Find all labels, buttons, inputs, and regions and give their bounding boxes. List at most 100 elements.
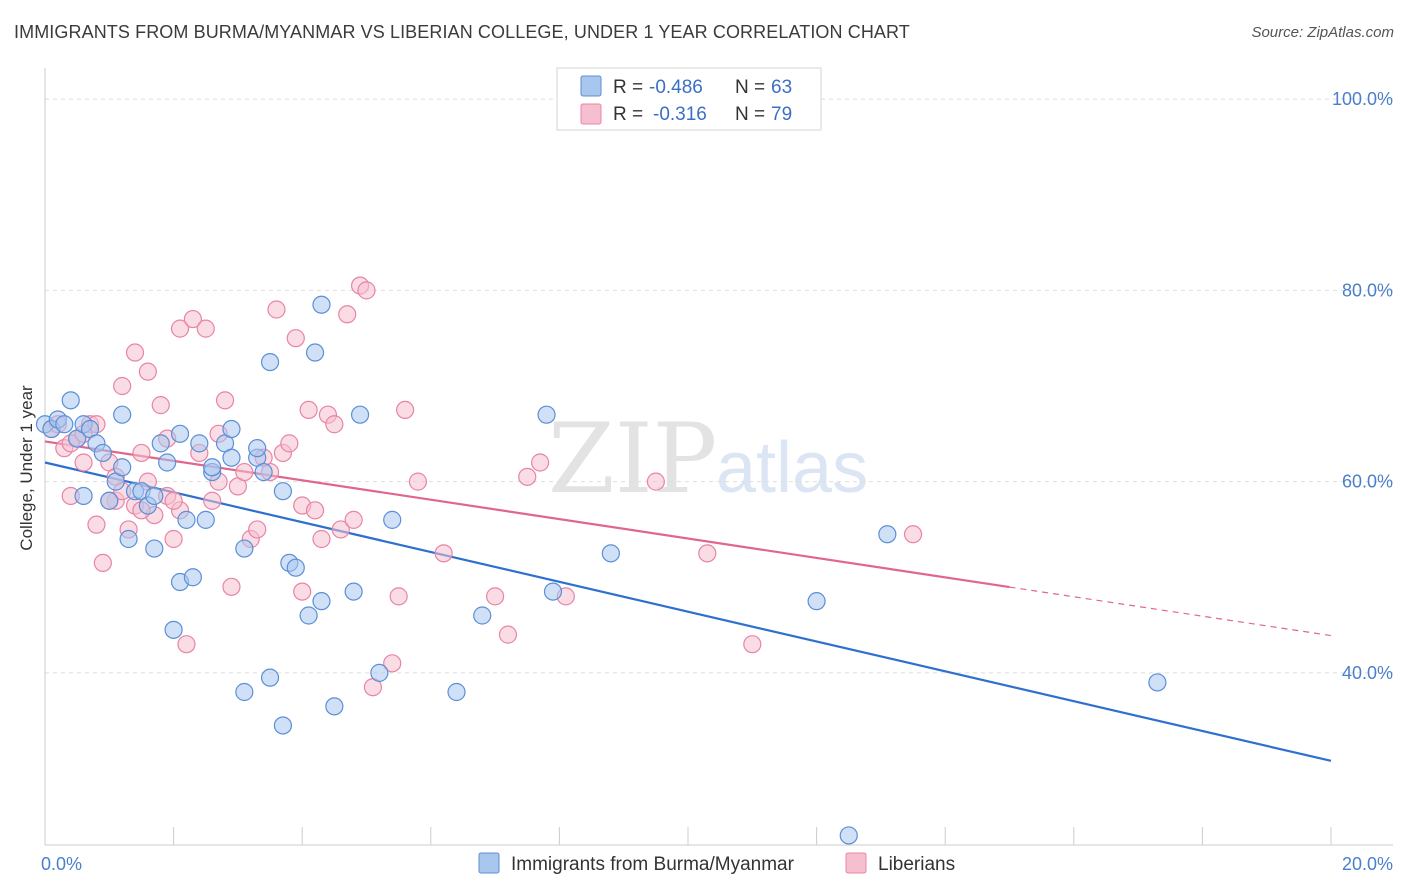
point-liberian-48	[312, 529, 331, 549]
point-liberian-71	[164, 491, 183, 510]
point-burma-49	[312, 592, 331, 611]
point-burma-51	[344, 582, 363, 601]
grid-lines	[45, 98, 1393, 674]
point-burma-22	[158, 453, 177, 472]
series-label-liberians: Liberians	[878, 854, 955, 875]
point-burma-10	[93, 443, 112, 463]
point-burma-19	[145, 486, 164, 506]
point-liberian-46	[299, 400, 318, 420]
legend-n-label-2: N =	[735, 104, 765, 125]
point-burma-47	[305, 343, 325, 362]
legend-n-label-1: N =	[735, 77, 765, 98]
point-burma-3	[55, 415, 74, 434]
y-tick-label-2: 80.0%	[1342, 280, 1393, 300]
point-burma-28	[190, 434, 209, 453]
point-liberian-59	[408, 472, 428, 491]
watermark-atlas: atlas	[716, 428, 868, 508]
point-burma-50	[325, 697, 344, 716]
point-liberian-61	[486, 587, 505, 606]
point-burma-4	[61, 391, 80, 410]
point-liberian-51	[331, 520, 350, 539]
legend-r-label-1: R =	[613, 77, 643, 98]
axes	[44, 68, 1393, 846]
y-tick-label-0: 40.0%	[1342, 663, 1393, 683]
y-tick-label-1: 60.0%	[1342, 472, 1393, 492]
point-liberian-44	[293, 582, 312, 601]
point-liberian-60	[434, 544, 453, 563]
point-burma-31	[203, 458, 222, 477]
point-burma-55	[447, 682, 466, 702]
point-burma-61	[878, 525, 897, 544]
point-burma-40	[260, 352, 280, 372]
point-liberian-62	[498, 625, 518, 644]
x-tick-label-0: 0.0%	[41, 854, 82, 874]
legend-n-value-1: 63	[771, 77, 792, 98]
point-burma-39	[254, 462, 273, 482]
data-points	[35, 276, 1167, 845]
point-liberian-31	[203, 491, 222, 510]
point-liberian-17	[132, 443, 151, 463]
legend-r-value-2: -0.316	[653, 104, 707, 125]
point-burma-62	[1148, 673, 1167, 692]
point-burma-43	[273, 716, 293, 735]
point-burma-53	[370, 663, 389, 682]
point-burma-36	[235, 682, 254, 702]
point-liberian-38	[248, 520, 267, 539]
point-liberian-21	[151, 396, 170, 415]
point-liberian-5	[74, 453, 93, 472]
point-burma-60	[807, 592, 826, 611]
point-liberian-15	[125, 343, 145, 362]
point-burma-7	[74, 486, 93, 506]
point-burma-54	[383, 510, 402, 529]
ticks: 40.0% 60.0% 80.0% 100.0% 0.0% 20.0%	[41, 89, 1393, 874]
legend-n-value-2: 79	[771, 104, 792, 125]
trend-line-burma	[44, 461, 1332, 762]
point-burma-13	[113, 458, 132, 477]
point-liberian-33	[215, 391, 235, 410]
point-liberian-8	[87, 515, 106, 534]
point-liberian-25	[170, 319, 190, 338]
point-burma-45	[286, 558, 305, 577]
legend-swatch-blue	[580, 75, 602, 97]
trend-line-liberian-extension	[1009, 586, 1332, 637]
series-swatch-burma	[478, 852, 500, 874]
point-burma-23	[170, 424, 190, 443]
point-burma-27	[183, 568, 202, 587]
point-burma-26	[177, 510, 196, 529]
point-liberian-28	[183, 309, 202, 329]
series-label-burma: Immigrants from Burma/Myanmar	[511, 854, 795, 875]
point-burma-11	[100, 491, 119, 510]
point-liberian-24	[164, 529, 183, 549]
point-liberian-57	[389, 587, 408, 606]
point-burma-41	[260, 668, 280, 687]
legend-r-value-1: -0.486	[649, 77, 703, 98]
point-burma-46	[299, 606, 318, 625]
point-burma-38	[248, 439, 267, 458]
watermark-zip: ZIP	[548, 403, 717, 515]
point-burma-59	[601, 544, 620, 563]
chart-title: IMMIGRANTS FROM BURMA/MYANMAR VS LIBERIA…	[14, 22, 910, 42]
point-liberian-9	[93, 553, 112, 573]
point-burma-48	[312, 295, 331, 314]
y-axis-label: College, Under 1 year	[17, 385, 36, 551]
y-tick-label-3: 100.0%	[1332, 89, 1393, 109]
point-burma-56	[473, 606, 492, 625]
point-burma-58	[543, 582, 563, 601]
point-burma-42	[273, 482, 293, 501]
point-burma-35	[235, 539, 254, 558]
source-credit: Source: ZipAtlas.com	[1251, 24, 1394, 41]
point-burma-15	[119, 529, 138, 549]
point-burma-20	[145, 539, 164, 558]
point-liberian-50	[325, 415, 344, 434]
point-liberian-66	[646, 472, 665, 491]
point-burma-63	[839, 826, 858, 845]
point-liberian-36	[235, 462, 254, 482]
point-burma-34	[222, 419, 241, 439]
point-liberian-34	[222, 577, 241, 596]
point-liberian-54	[357, 281, 376, 300]
point-burma-21	[151, 434, 170, 453]
point-burma-29	[196, 510, 215, 529]
series-swatch-liberians	[845, 852, 867, 874]
point-liberian-42	[280, 434, 299, 453]
